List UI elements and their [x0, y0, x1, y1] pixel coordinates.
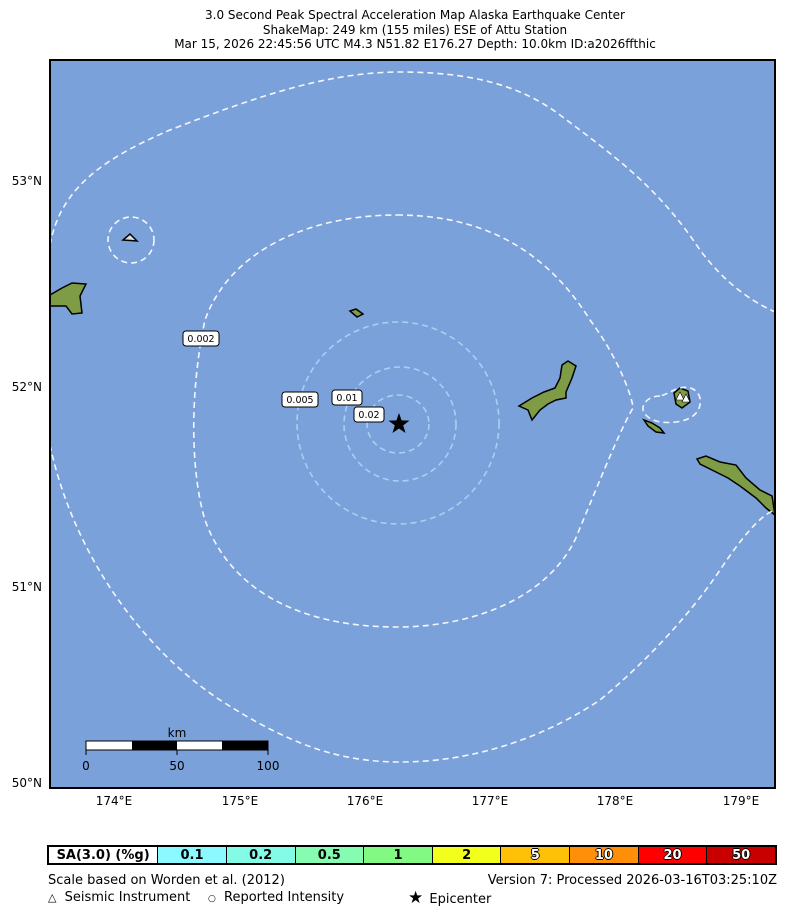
legend-bin: 0.2 — [225, 847, 295, 863]
lat-tick: 52°N — [12, 380, 42, 394]
title-line-3: Mar 15, 2026 22:45:56 UTC M4.3 N51.82 E1… — [174, 37, 656, 51]
lon-tick: 179°E — [723, 794, 760, 808]
title-line-2: ShakeMap: 249 km (155 miles) ESE of Attu… — [262, 22, 568, 37]
seismic-instrument-icon — [681, 393, 691, 403]
lat-tick: 50°N — [12, 776, 42, 790]
reported-intensity-label: Reported Intensity — [224, 890, 345, 905]
lon-tick: 175°E — [222, 794, 259, 808]
lon-tick: 178°E — [597, 794, 634, 808]
legend-bin: 5 — [500, 847, 570, 863]
legend-bin: 20 — [637, 847, 707, 863]
scale-note: Scale based on Worden et al. (2012) — [48, 873, 285, 888]
contour-labels: 0.002 0.005 0.01 0.02 — [182, 330, 385, 423]
contours-inner — [296, 321, 500, 525]
lon-tick: 176°E — [347, 794, 384, 808]
seismic-instrument-label: Seismic Instrument — [64, 890, 191, 905]
legend-bin: 2 — [431, 847, 501, 863]
seismic-instrument-icon — [675, 391, 685, 401]
contour-label: 0.02 — [358, 410, 379, 421]
star-icon: ★ — [408, 888, 424, 908]
legend-bin: 50 — [706, 847, 775, 863]
lat-tick: 53°N — [12, 174, 42, 188]
contour-label: 0.01 — [336, 393, 357, 404]
contour-label: 0.005 — [286, 395, 313, 406]
circle-icon: ○ — [208, 894, 216, 904]
land — [50, 232, 775, 516]
epicenter-star-icon — [388, 413, 410, 433]
intensity-legend: SA(3.0) (%g) 0.1 0.2 0.5 1 2 5 10 20 50 — [47, 845, 777, 865]
triangle-icon: △ — [48, 891, 57, 904]
contours-outer — [50, 71, 775, 763]
seismic-instruments — [675, 391, 691, 403]
title-line-1: 3.0 Second Peak Spectral Acceleration Ma… — [205, 8, 625, 22]
lon-tick: 177°E — [472, 794, 509, 808]
legend-title: SA(3.0) (%g) — [49, 847, 158, 863]
map-title: 3.0 Second Peak Spectral Acceleration Ma… — [0, 8, 787, 52]
version-info: Version 7: Processed 2026-03-16T03:25:10… — [487, 873, 777, 888]
scale-bar: km 0 50 100 — [82, 726, 279, 773]
axis-ticks: 53°N 52°N 51°N 50°N 174°E 175°E 176°E 17… — [12, 174, 760, 808]
scale-unit: km — [168, 726, 187, 740]
legend-bin: 0.1 — [157, 847, 226, 863]
scale-label: 0 — [82, 759, 90, 773]
scale-label: 50 — [169, 759, 184, 773]
map-frame — [49, 59, 776, 789]
scale-label: 100 — [257, 759, 280, 773]
lat-tick: 51°N — [12, 580, 42, 594]
legend-bin: 0.5 — [294, 847, 364, 863]
epicenter-label: Epicenter — [429, 892, 492, 907]
contour-label: 0.002 — [187, 334, 214, 345]
lon-tick: 174°E — [96, 794, 133, 808]
legend-bin: 1 — [363, 847, 432, 863]
ocean — [50, 60, 775, 788]
legend-bin: 10 — [569, 847, 638, 863]
